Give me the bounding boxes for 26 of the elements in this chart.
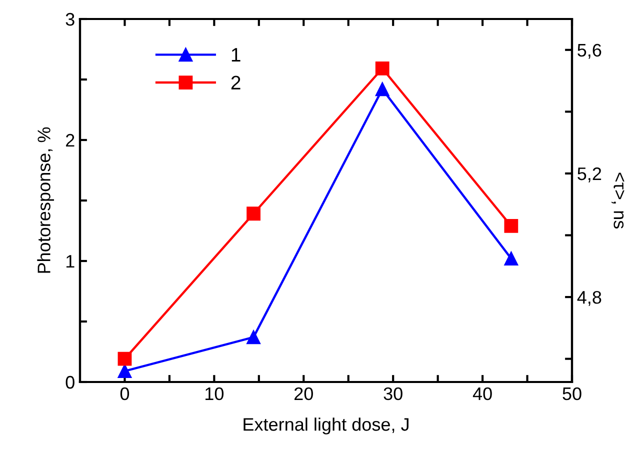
point [118, 352, 132, 366]
y2-axis-title: <τ>, ns [612, 172, 624, 229]
y-tick-label: 1 [66, 255, 74, 268]
y2-tick-label: 4,8 [577, 290, 602, 306]
point [246, 330, 260, 344]
x-tick-label: 50 [562, 387, 582, 400]
x-tick-label: 0 [120, 387, 130, 400]
legend-label: 2 [231, 76, 240, 90]
y-tick-label: 2 [66, 134, 74, 147]
x-tick-label: 10 [206, 387, 224, 400]
x-tick-label: 30 [384, 387, 402, 400]
x-tick-label: 20 [294, 387, 313, 400]
y2-tick-label: 5,2 [578, 167, 602, 182]
y-tick-label: 0 [66, 376, 74, 389]
y-tick-label: 3 [66, 12, 74, 26]
point [246, 206, 260, 221]
point [375, 82, 390, 96]
point [375, 61, 390, 76]
y-axis-title: Photoresponse, % [37, 127, 54, 273]
y2-tick-label: 5,6 [578, 44, 602, 59]
legend-label: 1 [232, 48, 240, 62]
point [504, 252, 518, 266]
point [118, 364, 132, 378]
x-tick-label: 40 [472, 387, 492, 400]
x-axis-title: External light dose, J [244, 418, 408, 434]
point [504, 219, 518, 233]
